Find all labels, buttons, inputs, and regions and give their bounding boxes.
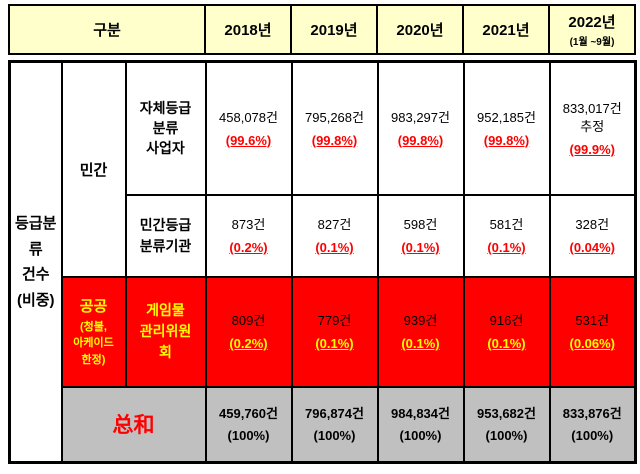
percent-value: (0.1%) <box>401 240 440 256</box>
axis-label: 등급분 류 건수 (비중) <box>8 60 63 464</box>
count-value: 458,078건 <box>219 109 278 125</box>
count-value: 984,834건 <box>391 406 450 422</box>
percent-value: (99.8%) <box>311 132 358 148</box>
count-value: 598건 <box>403 216 438 232</box>
row-label-committee: 게임물 관리위원 회 <box>124 275 207 388</box>
header-year-2021: 2021년 <box>462 4 550 55</box>
group-public-subtitle: (청불, 아케이드 한정) <box>73 320 114 366</box>
percent-value: (100%) <box>227 428 270 444</box>
cell-public-2021: 916건 (0.1%) <box>462 275 551 388</box>
count-value: 833,876건 <box>562 406 622 422</box>
header-category: 구분 <box>8 4 206 55</box>
cell-total-2022: 833,876건 (100%) <box>548 385 637 464</box>
count-value: 827건 <box>317 216 352 232</box>
row-public-committee: 공공 (청불, 아케이드 한정) 게임물 관리위원 회 809건 (0.2%) … <box>10 275 637 388</box>
header-year-2019: 2019년 <box>290 4 378 55</box>
percent-value: (0.06%) <box>569 336 616 352</box>
percent-value: (100%) <box>399 428 442 444</box>
percent-value: (100%) <box>313 428 356 444</box>
cell-self-2018: 458,078건 (99.6%) <box>204 60 293 196</box>
row-self-rated: 등급분 류 건수 (비중) 민간 자체등급 분류 사업자 458,078건 (9… <box>8 60 637 464</box>
count-value: 952,185건 <box>477 109 536 125</box>
percent-value: (0.04%) <box>569 240 616 256</box>
row-label-private-org: 민간등급 분류기관 <box>124 193 207 278</box>
cell-total-2021: 953,682건 (100%) <box>462 385 551 464</box>
cell-public-2020: 939건 (0.1%) <box>376 275 465 388</box>
count-value: 873건 <box>231 216 266 232</box>
cell-priv-2019: 827건 (0.1%) <box>290 193 379 278</box>
percent-value: (99.8%) <box>483 132 530 148</box>
cell-priv-2021: 581건 (0.1%) <box>462 193 551 278</box>
header-year-2020: 2020년 <box>376 4 464 55</box>
table-header: 구분 2018년 2019년 2020년 2021년 2022년 (1월 ~9월… <box>8 4 636 55</box>
cell-public-2019: 779건 (0.1%) <box>290 275 379 388</box>
cell-self-2022: 833,017건 추정 (99.9%) <box>548 60 637 196</box>
percent-value: (99.9%) <box>569 141 616 157</box>
cell-public-2022: 531건 (0.06%) <box>548 275 637 388</box>
total-label: 总和 <box>60 385 207 464</box>
percent-value: (99.8%) <box>397 132 444 148</box>
count-value: 581건 <box>489 216 524 232</box>
cell-total-2019: 796,874건 (100%) <box>290 385 379 464</box>
count-value: 328건 <box>575 216 610 232</box>
cell-self-2021: 952,185건 (99.8%) <box>462 60 551 196</box>
count-value: 796,874건 <box>305 406 364 422</box>
group-public-label: 공공 (청불, 아케이드 한정) <box>60 275 127 388</box>
header-year-2022-sub: (1월 ~9월) <box>569 37 615 48</box>
count-value: 953,682건 <box>477 406 536 422</box>
cell-priv-2020: 598건 (0.1%) <box>376 193 465 278</box>
percent-value: (0.1%) <box>401 336 440 352</box>
count-value: 809건 <box>231 312 266 328</box>
percent-value: (100%) <box>485 428 528 444</box>
header-year-2022: 2022년 (1월 ~9월) <box>548 4 636 55</box>
percent-value: (99.6%) <box>225 132 272 148</box>
cell-self-2020: 983,297건 (99.8%) <box>376 60 465 196</box>
count-value: 795,268건 <box>305 109 364 125</box>
cell-total-2018: 459,760건 (100%) <box>204 385 293 464</box>
group-private-label: 민간 <box>60 60 127 278</box>
count-value: 983,297건 <box>391 109 450 125</box>
cell-public-2018: 809건 (0.2%) <box>204 275 293 388</box>
count-value: 939건 <box>403 312 438 328</box>
cell-priv-2022: 328건 (0.04%) <box>548 193 637 278</box>
header-year-2018: 2018년 <box>204 4 292 55</box>
row-total: 总和 459,760건 (100%) 796,874건 (100%) 984,8… <box>10 385 637 464</box>
row-label-self-rated: 자체등급 분류 사업자 <box>124 60 207 196</box>
count-value: 459,760건 <box>219 406 278 422</box>
group-public-title: 공공 <box>79 297 108 315</box>
percent-value: (0.1%) <box>315 240 354 256</box>
table-body: 등급분 류 건수 (비중) 민간 자체등급 분류 사업자 458,078건 (9… <box>8 60 637 464</box>
header-year-2022-label: 2022년 <box>568 14 616 31</box>
cell-self-2019: 795,268건 (99.8%) <box>290 60 379 196</box>
percent-value: (0.1%) <box>487 336 526 352</box>
cell-priv-2018: 873건 (0.2%) <box>204 193 293 278</box>
cell-total-2020: 984,834건 (100%) <box>376 385 465 464</box>
percent-value: (100%) <box>571 428 614 444</box>
row-private-org: 민간등급 분류기관 873건 (0.2%) 827건 (0.1%) 598건 (… <box>10 193 637 278</box>
percent-value: (0.1%) <box>487 240 526 256</box>
count-value: 531건 <box>575 312 610 328</box>
percent-value: (0.1%) <box>315 336 354 352</box>
count-value: 833,017건 추정 <box>562 100 622 134</box>
count-value: 779건 <box>317 312 352 328</box>
percent-value: (0.2%) <box>229 336 268 352</box>
count-value: 916건 <box>489 312 524 328</box>
percent-value: (0.2%) <box>229 240 268 256</box>
